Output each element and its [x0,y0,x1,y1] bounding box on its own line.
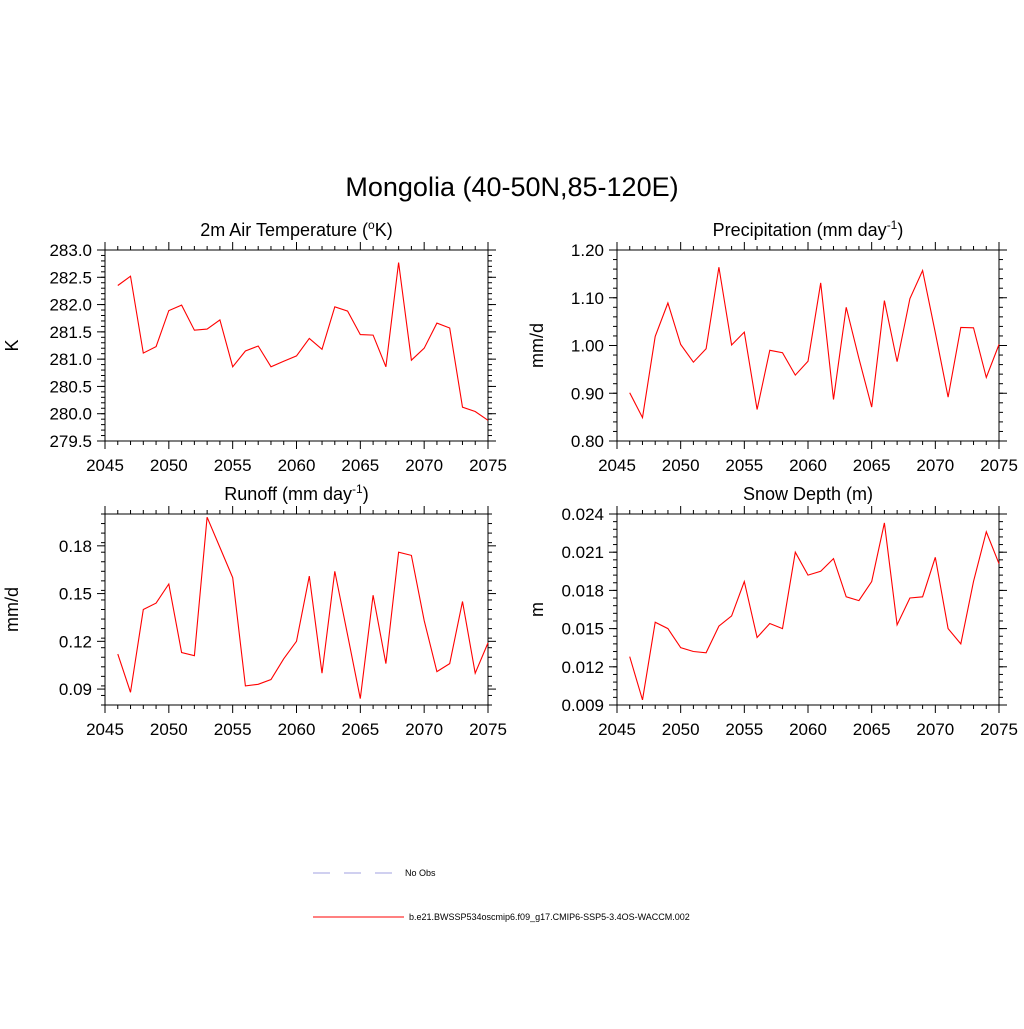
y-tick-label: 280.0 [49,405,92,424]
y-tick-label: 282.0 [49,296,92,315]
x-tick-label: 2065 [853,720,891,739]
y-axis-label: K [2,339,22,351]
plot-frame [616,249,1000,442]
y-tick-label: 281.0 [49,350,92,369]
x-tick-label: 2055 [214,720,252,739]
series-line [117,516,489,699]
x-tick-label: 2060 [278,720,316,739]
y-tick-label: 0.12 [59,632,92,651]
x-tick-label: 2070 [405,456,443,475]
y-tick-label: 282.5 [49,268,92,287]
y-tick-label: 0.024 [561,505,604,524]
panel-title-main: 2m Air Temperature ( [200,220,368,240]
x-tick-label: 2050 [150,456,188,475]
panel-runoff: 2045 2050 2055 2060 2065 2070 2075 0.09 0.12 0.15… [2,482,507,739]
panel-title-suffix: K) [375,220,393,240]
x-tick-label: 2070 [916,456,954,475]
y-axis-label: mm/d [2,587,22,632]
y-tick-label: 1.20 [571,241,604,260]
legend-model-label: b.e21.BWSSP534oscmip6.f09_g17.CMIP6-SSP5… [409,912,690,922]
plot-frame [616,513,1000,706]
x-tick-label: 2055 [725,720,763,739]
panel-title-superscript: -1 [352,482,363,496]
y-tick-label: 0.90 [571,384,604,403]
plot-frame [104,513,489,706]
y-tick-label: 0.18 [59,537,92,556]
panel-title: Runoff (mm day-1) [224,482,368,504]
y-tick-label: 280.5 [49,377,92,396]
series-line [629,267,1000,420]
x-tick-label: 2045 [86,720,124,739]
x-tick-label: 2060 [789,456,827,475]
y-tick-label: 1.10 [571,289,604,308]
x-tick-label: 2065 [341,456,379,475]
y-tick-label: 0.018 [561,581,604,600]
series-line [117,262,489,421]
panel-precipitation: 2045 2050 2055 2060 2065 2070 2075 0.80 0.90 1.00… [527,218,1018,475]
legend-no-obs-label: No Obs [405,868,436,878]
x-tick-label: 2045 [598,456,636,475]
y-axis-label: mm/d [527,323,547,368]
y-tick-label: 0.009 [561,696,604,715]
panel-title-main: Runoff (mm day [224,484,352,504]
x-tick-label: 2050 [662,456,700,475]
x-tick-label: 2075 [980,456,1018,475]
y-tick-label: 0.015 [561,620,604,639]
panel-snow-depth: 2045 2050 2055 2060 2065 2070 2075 0.009 0.012 0.… [527,484,1018,739]
x-tick-label: 2050 [150,720,188,739]
plot-frame [104,249,489,442]
y-tick-label: 0.80 [571,432,604,451]
y-axis-label: m [527,602,547,617]
panel-title: Precipitation (mm day-1) [713,218,904,240]
panel-title-superscript: o [368,218,375,232]
x-tick-label: 2055 [214,456,252,475]
panel-title: 2m Air Temperature (oK) [200,218,392,240]
x-tick-label: 2075 [469,720,507,739]
y-tick-label: 0.15 [59,585,92,604]
x-tick-label: 2070 [916,720,954,739]
panel-title-main: Snow Depth (m) [743,484,873,504]
y-tick-label: 283.0 [49,241,92,260]
y-tick-label: 1.00 [571,337,604,356]
x-tick-label: 2065 [341,720,379,739]
x-tick-label: 2045 [598,720,636,739]
x-tick-label: 2065 [853,456,891,475]
x-tick-label: 2075 [980,720,1018,739]
x-tick-label: 2060 [789,720,827,739]
x-tick-label: 2060 [278,456,316,475]
legend: No Obs b.e21.BWSSP534oscmip6.f09_g17.CMI… [313,868,690,922]
x-tick-label: 2075 [469,456,507,475]
x-tick-label: 2050 [662,720,700,739]
panel-temperature: 2045 2050 2055 2060 2065 2070 2075 279.5 280.0 28… [2,218,507,475]
figure-title: Mongolia (40-50N,85-120E) [345,172,678,202]
panel-title-suffix: ) [363,484,369,504]
panel-title-superscript: -1 [887,218,898,232]
y-tick-label: 0.021 [561,543,604,562]
panel-title: Snow Depth (m) [743,484,873,504]
y-tick-label: 0.012 [561,658,604,677]
panel-title-main: Precipitation (mm day [713,220,887,240]
panel-title-suffix: ) [897,220,903,240]
y-tick-label: 279.5 [49,432,92,451]
x-tick-label: 2045 [86,456,124,475]
x-tick-label: 2055 [725,456,763,475]
panels: 2045 2050 2055 2060 2065 2070 2075 279.5 280.0 28… [2,218,1018,739]
series-line [629,522,1000,701]
y-tick-label: 281.5 [49,323,92,342]
x-tick-label: 2070 [405,720,443,739]
y-tick-label: 0.09 [59,680,92,699]
